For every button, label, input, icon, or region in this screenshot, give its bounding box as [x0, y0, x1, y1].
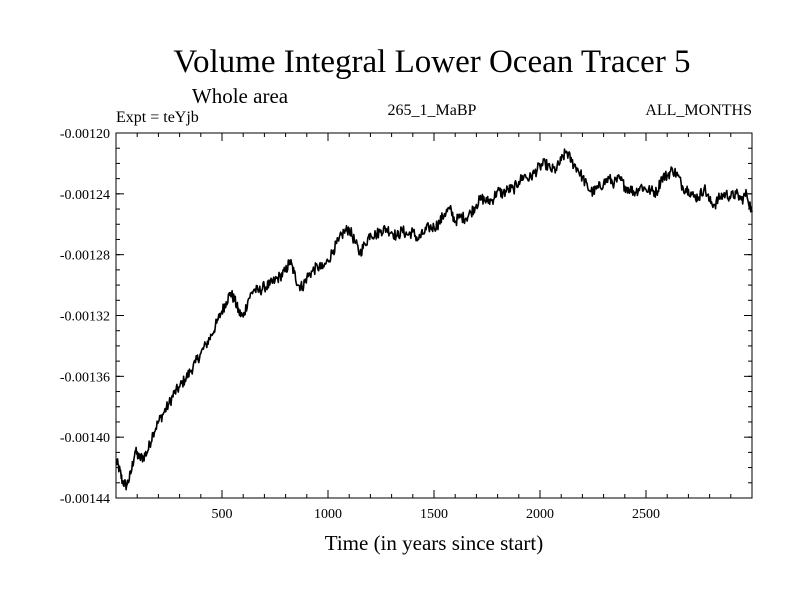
chart-title: Volume Integral Lower Ocean Tracer 5 [173, 44, 690, 80]
y-tick-label: -0.00124 [60, 188, 110, 203]
y-axis: -0.00120 -0.00124 -0.00128 -0.00132 -0.00136… [60, 127, 752, 507]
y-tick-label: -0.00120 [60, 127, 110, 142]
y-tick-label: -0.00140 [60, 431, 110, 446]
expt-label: Expt = teYjb [116, 109, 199, 126]
y-tick-label: -0.00144 [60, 492, 110, 507]
months-label: ALL_MONTHS [645, 102, 752, 119]
x-tick-label: 500 [212, 507, 233, 522]
x-tick-label: 1000 [314, 507, 342, 522]
chart-subtitle: Whole area [192, 84, 289, 108]
y-tick-label: -0.00128 [60, 249, 110, 264]
x-axis-title: Time (in years since start) [325, 531, 544, 555]
x-tick-label: 1500 [420, 507, 448, 522]
plot-frame [115, 132, 753, 499]
run-label: 265_1_MaBP [388, 102, 477, 119]
series-line [115, 148, 753, 491]
y-tick-label: -0.00132 [60, 310, 110, 325]
x-tick-label: 2500 [632, 507, 660, 522]
x-tick-label: 2000 [526, 507, 554, 522]
y-tick-label: -0.00136 [60, 370, 110, 385]
x-axis: 500 1000 1500 2000 2500 [136, 133, 732, 522]
